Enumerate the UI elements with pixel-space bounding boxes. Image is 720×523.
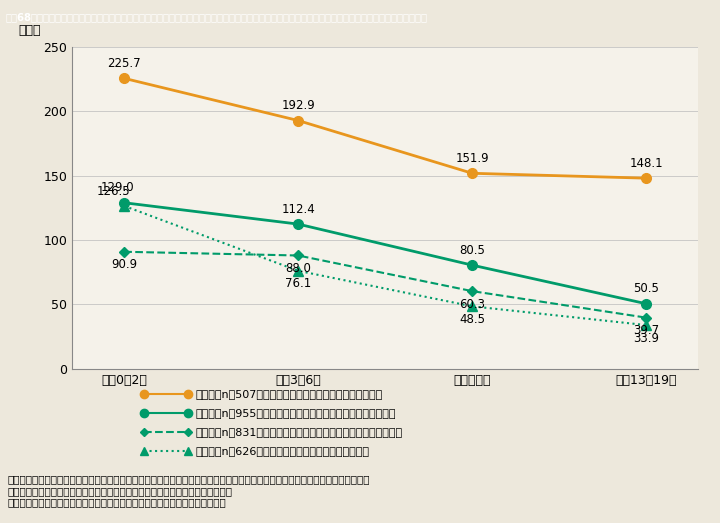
Text: 【夫回答n＝626】夫の家事・育児時間（妻が非就労）: 【夫回答n＝626】夫の家事・育児時間（妻が非就労） — [196, 446, 369, 456]
Text: 192.9: 192.9 — [282, 99, 315, 112]
Text: 50.5: 50.5 — [634, 282, 659, 295]
Text: 80.5: 80.5 — [459, 244, 485, 257]
Text: 112.4: 112.4 — [282, 203, 315, 216]
Text: 126.5: 126.5 — [96, 185, 130, 198]
Text: 129.0: 129.0 — [101, 181, 134, 195]
Text: 48.5: 48.5 — [459, 313, 485, 326]
Text: （備考）１．「令和４年度新しいライフスタイル、新しい働き方を踏まえた男女共同参画推進に関する調査」（令和４年度内閣府: （備考）１．「令和４年度新しいライフスタイル、新しい働き方を踏まえた男女共同参画… — [7, 474, 369, 484]
Text: 委託調査）調査検討委員会　稲葉昭英委員他による分析結果より作成。: 委託調査）調査検討委員会 稲葉昭英委員他による分析結果より作成。 — [7, 486, 232, 496]
Text: 76.1: 76.1 — [285, 277, 311, 290]
Text: 151.9: 151.9 — [455, 152, 489, 165]
Text: 特－68図　末子年齢別・妻の就労形態別に見た夫の家事・育児時間、末子年齢別に見た正規雇用労働者の妻の家事・育児時間（仕事がある日）（平均値）: 特－68図 末子年齢別・妻の就労形態別に見た夫の家事・育児時間、末子年齢別に見た… — [6, 12, 428, 22]
Text: 【夫回答n＝831】夫の家事・育児時間（妻が非正規雇用労働者）: 【夫回答n＝831】夫の家事・育児時間（妻が非正規雇用労働者） — [196, 427, 402, 437]
Text: ２．同一世帯内の調査（いわゆるカップル調査）ではないことに留意。: ２．同一世帯内の調査（いわゆるカップル調査）ではないことに留意。 — [7, 497, 226, 507]
Text: 90.9: 90.9 — [111, 258, 138, 271]
Text: 【夫回答n＝955】夫の家事・育児時間（妻が正規雇用労働者）: 【夫回答n＝955】夫の家事・育児時間（妻が正規雇用労働者） — [196, 408, 396, 418]
Text: 88.0: 88.0 — [285, 262, 311, 275]
Text: 60.3: 60.3 — [459, 298, 485, 311]
Text: 39.7: 39.7 — [633, 324, 660, 337]
Text: 225.7: 225.7 — [107, 57, 141, 70]
Text: 148.1: 148.1 — [629, 157, 663, 170]
Text: 33.9: 33.9 — [633, 332, 660, 345]
Text: （分）: （分） — [19, 25, 41, 38]
Text: 【妻回答n＝507】妻（正規雇用労働者）の家事・育児時間: 【妻回答n＝507】妻（正規雇用労働者）の家事・育児時間 — [196, 389, 383, 399]
